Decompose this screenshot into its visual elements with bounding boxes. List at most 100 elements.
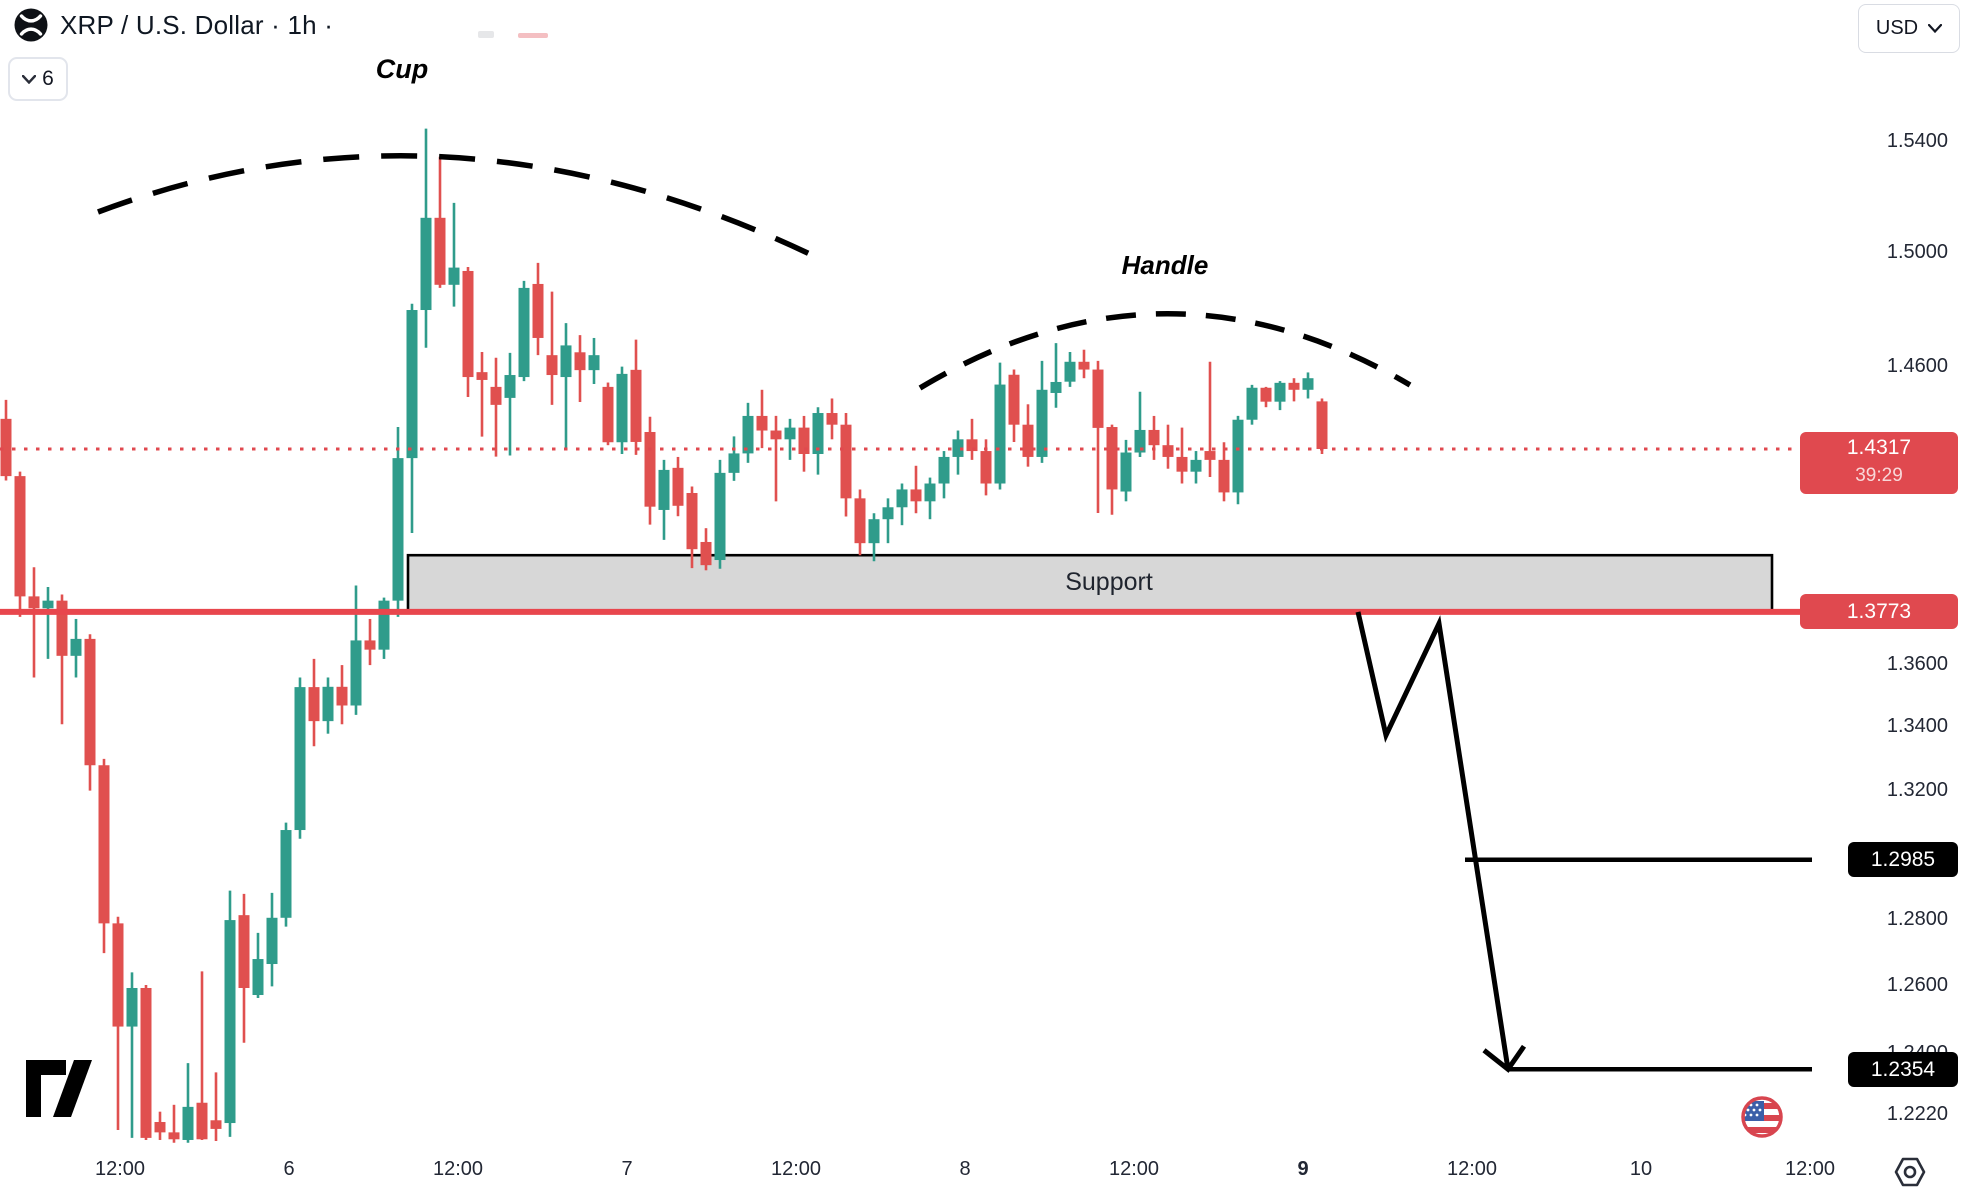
candle-body [1092, 369, 1104, 428]
current-price-value: 1.4317 [1846, 436, 1912, 459]
candle-body [336, 686, 348, 706]
candle-body [560, 345, 572, 378]
candle-body [896, 489, 908, 508]
candle-body [84, 638, 96, 766]
candle-body [840, 424, 852, 499]
candle-body [1008, 374, 1020, 425]
candle-body [728, 453, 740, 473]
price-axis-label: 1.5400 [1886, 130, 1948, 153]
time-axis-label: 7 [621, 1158, 633, 1180]
price-axis-label: 1.4600 [1886, 354, 1948, 377]
time-axis-label: 8 [959, 1158, 971, 1180]
candle-body [980, 451, 992, 484]
candle-body [1176, 456, 1188, 472]
candle-body [1316, 401, 1328, 449]
candle-body [1246, 387, 1258, 420]
support-price-badge: 1.3773 [1800, 594, 1958, 630]
candle-body [910, 489, 922, 502]
candle-body [1218, 459, 1230, 493]
currency-selector-value: USD [1875, 17, 1919, 39]
currency-selector[interactable]: USD [1858, 4, 1960, 53]
candle-body [1106, 427, 1118, 490]
candle-body [546, 355, 558, 376]
drawing-group-count: 6 [42, 67, 54, 90]
candle-body [238, 915, 250, 988]
settings-gear-icon[interactable] [1890, 1152, 1930, 1192]
candle-body [602, 386, 614, 443]
price-axis-label: 1.2220 [1886, 1103, 1948, 1126]
candle-body [672, 467, 684, 506]
candle-body [742, 415, 754, 454]
candle-body [0, 418, 12, 477]
candle-body [14, 476, 26, 597]
candle-body [1288, 382, 1300, 390]
candle-body [252, 959, 264, 996]
bar-countdown: 39:29 [1855, 465, 1903, 486]
support-zone-rect [406, 553, 1774, 614]
candle-body [574, 352, 586, 371]
candle-body [700, 541, 712, 566]
candle-body [476, 372, 488, 380]
candle-body [1190, 459, 1202, 472]
xrp-logo-icon [14, 8, 48, 42]
price-axis-label: 1.2800 [1886, 908, 1948, 931]
price-axis-label: 1.3600 [1886, 653, 1948, 676]
faded-ohlc-artifact [518, 33, 548, 38]
candle-body [882, 507, 894, 520]
symbol-title[interactable]: XRP / U.S. Dollar · 1h · [60, 9, 334, 40]
candle-body [1050, 381, 1062, 393]
candle-body [364, 640, 376, 650]
candle-body [784, 427, 796, 440]
candle-body [224, 920, 236, 1124]
handle-arc [918, 311, 1412, 391]
candle-body [378, 600, 390, 650]
price-axis-label: 1.3400 [1886, 715, 1948, 738]
candle-body [182, 1106, 194, 1140]
time-axis-label: 10 [1629, 1158, 1653, 1180]
candle-body [686, 493, 698, 550]
time-axis-label: 6 [283, 1158, 295, 1180]
candle-body [1274, 382, 1286, 402]
time-axis-label: 12:00 [770, 1158, 822, 1180]
time-axis-label: 12:00 [1784, 1158, 1836, 1180]
time-axis-label: 9 [1297, 1158, 1309, 1180]
candle-body [770, 430, 782, 440]
time-axis-label: 12:00 [94, 1158, 146, 1180]
us-flag-icon[interactable] [1738, 1093, 1786, 1141]
candle-body [504, 375, 516, 398]
candle-body [434, 217, 446, 285]
faded-toolbar-artifact [478, 31, 494, 38]
candle-body [1022, 424, 1034, 457]
drawing-group-button[interactable]: 6 [8, 57, 68, 101]
candle-body [350, 640, 362, 706]
cup-pattern-label[interactable]: Cup [375, 54, 429, 84]
candle-body [154, 1122, 166, 1133]
candle-body [1078, 361, 1090, 370]
price-axis-label: 1.5000 [1886, 240, 1948, 263]
candle-body [658, 469, 670, 510]
support-zone-label[interactable]: Support [1065, 568, 1153, 596]
candle-body [294, 687, 306, 831]
candle-body [1162, 445, 1174, 457]
candle-body [1120, 452, 1132, 492]
candle-body [714, 472, 726, 561]
candle-body [756, 415, 768, 431]
handle-pattern-label[interactable]: Handle [1121, 250, 1209, 280]
candle-body [1260, 387, 1272, 402]
candle-body [448, 267, 460, 285]
candle-body [112, 923, 124, 1027]
candle-body [938, 456, 950, 484]
candle-body [1204, 451, 1216, 460]
candle-body [630, 369, 642, 442]
candle-body [266, 917, 278, 965]
candle-body [1302, 378, 1314, 390]
candle-body [854, 498, 866, 544]
candle-body [70, 638, 82, 656]
chevron-down-icon [22, 74, 37, 84]
candle-body [1134, 429, 1146, 453]
breakdown-zigzag-arrow [1355, 611, 1511, 1070]
candle-body [952, 439, 964, 457]
candle-body [308, 687, 320, 722]
